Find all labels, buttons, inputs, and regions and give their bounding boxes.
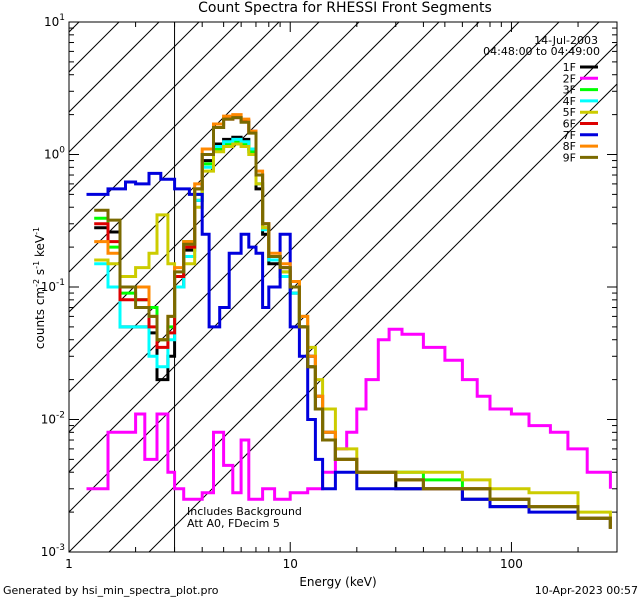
legend-label-3F: 3F bbox=[563, 84, 576, 97]
footer-generator: Generated by hsi_min_spectra_plot.pro bbox=[3, 584, 219, 597]
y-tick-label: 100 bbox=[44, 146, 65, 162]
hatch-line bbox=[69, 22, 400, 353]
x-axis-label: Energy (keV) bbox=[299, 575, 377, 589]
hatch-line bbox=[69, 22, 320, 273]
annotation-background: Includes Background bbox=[187, 505, 302, 518]
legend-label-5F: 5F bbox=[563, 106, 576, 119]
series-line-5F bbox=[94, 142, 612, 529]
legend-label-7F: 7F bbox=[563, 129, 576, 142]
legend-label-4F: 4F bbox=[563, 95, 576, 108]
legend-label-8F: 8F bbox=[563, 140, 576, 153]
legend-label-1F: 1F bbox=[563, 61, 576, 74]
hatch-line bbox=[148, 83, 617, 552]
hatch-line bbox=[69, 22, 360, 313]
hatch-line bbox=[69, 22, 200, 153]
observation-date: 14-Jul-2003 bbox=[534, 34, 598, 47]
observation-time-range: 04:48:00 to 04:49:00 bbox=[483, 45, 600, 58]
hatch-line bbox=[69, 22, 600, 552]
hatch-line bbox=[69, 22, 280, 233]
legend-label-9F: 9F bbox=[563, 151, 576, 164]
y-axis-label: counts cm-2 s-1 keV-1 bbox=[32, 226, 47, 350]
y-tick-label: 10-3 bbox=[41, 543, 65, 559]
hatch-line bbox=[69, 22, 120, 73]
hatch-line bbox=[69, 22, 160, 113]
x-tick-label: 100 bbox=[500, 557, 523, 571]
series-line-9F bbox=[94, 116, 612, 529]
hatch-line bbox=[69, 22, 440, 393]
annotation-attenuator: Att A0, FDecim 5 bbox=[187, 517, 280, 530]
hatch-line bbox=[69, 22, 480, 433]
hatched-excluded-region bbox=[69, 22, 617, 552]
y-tick-label: 10-2 bbox=[41, 411, 65, 427]
footer-timestamp: 10-Apr-2023 00:57 bbox=[534, 584, 638, 597]
legend-label-6F: 6F bbox=[563, 118, 576, 131]
hatch-line bbox=[69, 22, 520, 473]
x-tick-label: 1 bbox=[65, 557, 73, 571]
x-tick-label: 10 bbox=[283, 557, 298, 571]
series-lines bbox=[86, 113, 612, 529]
hatch-line bbox=[69, 22, 240, 193]
hatch-line bbox=[69, 22, 560, 513]
legend-label-2F: 2F bbox=[563, 72, 576, 85]
hatch-line bbox=[108, 43, 617, 552]
chart-title: Count Spectra for RHESSI Front Segments bbox=[198, 0, 492, 16]
